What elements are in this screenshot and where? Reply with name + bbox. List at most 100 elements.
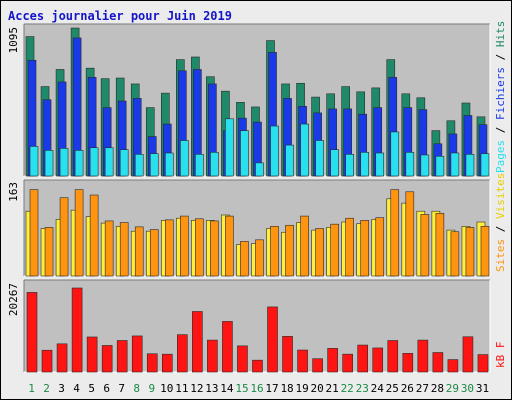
day-label-23: 23 bbox=[356, 382, 369, 395]
bar-hits-day-6 bbox=[104, 147, 114, 177]
bar-kb-day-22 bbox=[342, 353, 353, 373]
bar-hits-day-28 bbox=[435, 155, 445, 177]
bar-kb-day-5 bbox=[86, 336, 98, 373]
day-label-19: 19 bbox=[295, 382, 308, 395]
panel-1-legend-hits: Hits bbox=[494, 21, 507, 48]
bar-sites-day-1 bbox=[29, 189, 39, 277]
bar-hits-day-2 bbox=[44, 150, 54, 177]
day-label-1: 1 bbox=[28, 382, 35, 395]
bar-hits-day-30 bbox=[465, 154, 475, 177]
bar-sites-day-10 bbox=[164, 219, 174, 277]
panel-2-legend-visites: Visites bbox=[494, 173, 507, 219]
bar-hits-day-26 bbox=[405, 152, 415, 177]
bar-kb-day-25 bbox=[387, 340, 399, 373]
bar-hits-day-3 bbox=[59, 148, 69, 177]
bar-hits-day-15 bbox=[240, 130, 249, 177]
bar-hits-day-20 bbox=[315, 140, 324, 177]
bar-kb-day-14 bbox=[222, 321, 233, 373]
bar-sites-day-14 bbox=[225, 215, 234, 277]
bar-hits-day-9 bbox=[149, 153, 159, 177]
day-label-16: 16 bbox=[250, 382, 263, 395]
bar-sites-day-5 bbox=[89, 194, 99, 277]
bar-hits-day-23 bbox=[360, 152, 370, 177]
bar-sites-day-24 bbox=[375, 217, 385, 277]
bar-sites-day-2 bbox=[44, 227, 54, 277]
day-label-2: 2 bbox=[43, 382, 50, 395]
day-label-24: 24 bbox=[371, 382, 385, 395]
bar-sites-day-23 bbox=[360, 220, 370, 277]
day-label-27: 27 bbox=[416, 382, 429, 395]
bar-kb-day-15 bbox=[237, 345, 248, 373]
bar-kb-day-9 bbox=[146, 353, 158, 373]
panel-1-legend-separator-1: / bbox=[494, 120, 507, 140]
bar-kb-day-2 bbox=[41, 349, 53, 373]
bar-hits-day-19 bbox=[300, 123, 309, 177]
bar-sites-day-19 bbox=[300, 215, 309, 277]
bar-hits-day-21 bbox=[330, 149, 339, 177]
bar-kb-day-6 bbox=[101, 345, 113, 373]
day-label-22: 22 bbox=[341, 382, 354, 395]
day-label-9: 9 bbox=[148, 382, 155, 395]
panel-1-legend-pages: Pages bbox=[494, 140, 507, 173]
bar-kb-day-19 bbox=[297, 349, 308, 373]
bar-kb-day-18 bbox=[282, 336, 293, 373]
bar-hits-day-31 bbox=[480, 153, 490, 177]
day-label-17: 17 bbox=[265, 382, 278, 395]
panel-1-ymax-label: 1095 bbox=[7, 27, 20, 54]
bar-sites-day-30 bbox=[465, 227, 475, 277]
bar-hits-day-18 bbox=[285, 144, 294, 177]
bar-hits-day-14 bbox=[225, 118, 234, 177]
bar-kb-day-29 bbox=[447, 359, 459, 373]
bar-hits-day-13 bbox=[210, 152, 219, 177]
day-label-21: 21 bbox=[326, 382, 339, 395]
bar-hits-day-24 bbox=[375, 152, 385, 177]
bar-hits-day-8 bbox=[134, 154, 144, 177]
bar-sites-day-20 bbox=[315, 228, 324, 277]
day-label-29: 29 bbox=[446, 382, 459, 395]
bar-kb-day-31 bbox=[477, 354, 489, 373]
panel-2-legend: Sites / Visites bbox=[494, 173, 507, 272]
panel-2-ymax-label: 163 bbox=[7, 182, 20, 202]
bar-kb-day-24 bbox=[372, 347, 384, 373]
bar-sites-day-26 bbox=[405, 191, 415, 277]
bar-kb-day-4 bbox=[71, 287, 83, 373]
bar-sites-day-4 bbox=[74, 189, 84, 277]
day-label-6: 6 bbox=[103, 382, 110, 395]
day-label-28: 28 bbox=[431, 382, 444, 395]
bar-kb-day-11 bbox=[177, 334, 188, 373]
day-label-10: 10 bbox=[160, 382, 173, 395]
day-label-26: 26 bbox=[401, 382, 414, 395]
bar-kb-day-7 bbox=[116, 340, 128, 373]
bar-sites-day-3 bbox=[59, 197, 69, 277]
bar-kb-day-17 bbox=[267, 306, 278, 373]
bar-kb-day-23 bbox=[357, 344, 369, 373]
bar-sites-day-15 bbox=[240, 241, 249, 277]
bar-kb-day-3 bbox=[56, 343, 68, 373]
bar-kb-day-26 bbox=[402, 353, 414, 373]
bar-sites-day-31 bbox=[480, 226, 490, 277]
panel-2-legend-separator-1: / bbox=[494, 219, 507, 239]
bar-sites-day-12 bbox=[195, 218, 204, 277]
day-label-4: 4 bbox=[73, 382, 80, 395]
day-label-13: 13 bbox=[205, 382, 218, 395]
day-label-8: 8 bbox=[133, 382, 140, 395]
bar-hits-day-16 bbox=[255, 162, 264, 177]
bar-hits-day-25 bbox=[390, 131, 400, 177]
bar-sites-day-8 bbox=[134, 226, 144, 277]
bar-hits-day-11 bbox=[180, 140, 189, 177]
panel-1-legend: Pages / Fichiers / Hits bbox=[494, 21, 507, 173]
day-label-5: 5 bbox=[88, 382, 95, 395]
bar-sites-day-13 bbox=[210, 220, 219, 277]
bar-hits-day-7 bbox=[119, 149, 129, 177]
bar-sites-day-28 bbox=[435, 213, 445, 277]
day-label-7: 7 bbox=[118, 382, 125, 395]
panel-2-legend-sites: Sites bbox=[494, 239, 507, 272]
bar-sites-day-22 bbox=[345, 217, 354, 277]
chart-title: Acces journalier pour Juin 2019 bbox=[8, 9, 232, 23]
day-label-15: 15 bbox=[235, 382, 248, 395]
day-label-20: 20 bbox=[311, 382, 324, 395]
bar-kb-day-10 bbox=[161, 353, 173, 373]
day-label-25: 25 bbox=[386, 382, 399, 395]
bar-hits-day-4 bbox=[74, 150, 84, 177]
bar-sites-day-17 bbox=[270, 226, 279, 277]
